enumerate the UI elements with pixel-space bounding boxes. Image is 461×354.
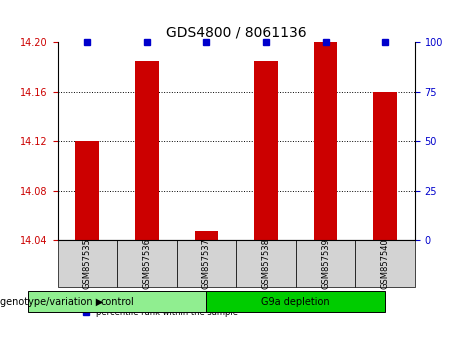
FancyBboxPatch shape	[177, 240, 236, 287]
Bar	[313, 42, 337, 240]
Text: control: control	[100, 297, 134, 307]
FancyBboxPatch shape	[207, 291, 385, 312]
Bar	[254, 61, 278, 240]
Bar	[76, 141, 99, 240]
FancyBboxPatch shape	[355, 240, 415, 287]
Text: GSM857539: GSM857539	[321, 238, 330, 289]
FancyBboxPatch shape	[117, 240, 177, 287]
FancyBboxPatch shape	[236, 240, 296, 287]
Legend: transformed count, percentile rank within the sample: transformed count, percentile rank withi…	[80, 292, 242, 320]
Bar	[135, 61, 159, 240]
Bar	[373, 92, 397, 240]
Text: GSM857540: GSM857540	[381, 238, 390, 289]
Title: GDS4800 / 8061136: GDS4800 / 8061136	[166, 26, 307, 40]
FancyBboxPatch shape	[296, 240, 355, 287]
Text: GSM857537: GSM857537	[202, 238, 211, 289]
Text: G9a depletion: G9a depletion	[261, 297, 330, 307]
Text: GSM857538: GSM857538	[261, 238, 271, 289]
FancyBboxPatch shape	[28, 291, 207, 312]
FancyBboxPatch shape	[58, 240, 117, 287]
Text: genotype/variation ▶: genotype/variation ▶	[0, 297, 103, 307]
Text: GSM857535: GSM857535	[83, 238, 92, 289]
Bar	[195, 232, 219, 240]
Text: GSM857536: GSM857536	[142, 238, 152, 289]
